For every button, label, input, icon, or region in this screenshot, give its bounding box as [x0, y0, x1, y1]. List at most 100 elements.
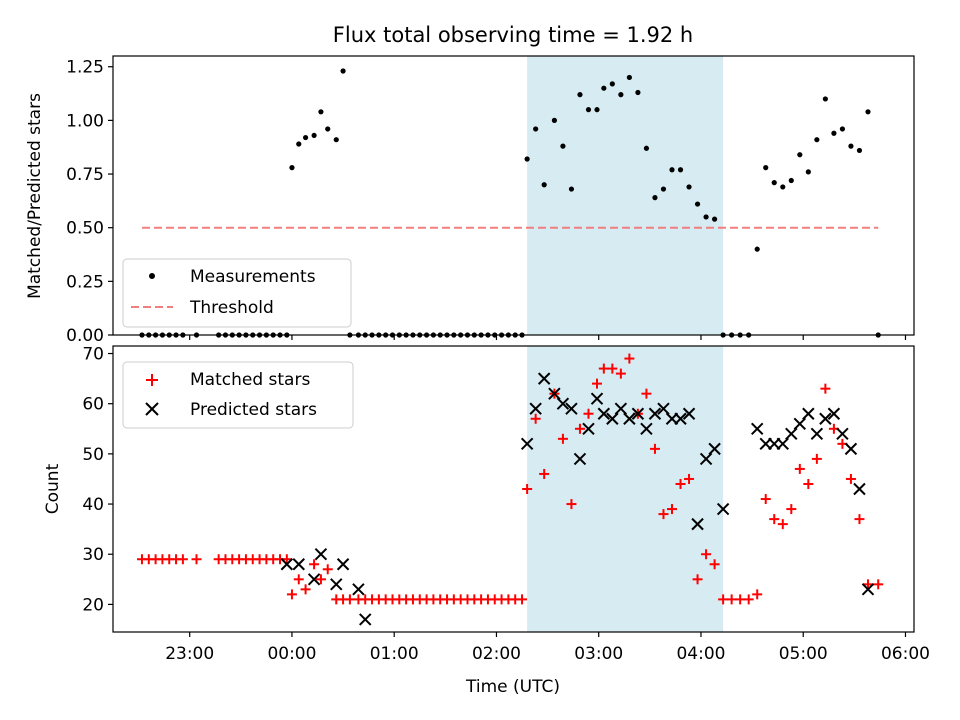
measurement-point	[643, 145, 650, 151]
matched-star-point	[666, 504, 677, 515]
legend-measurements-label: Measurements	[190, 267, 316, 287]
x-tick-label: 05:00	[779, 644, 828, 664]
measurement-point	[754, 246, 760, 252]
measurement-point	[302, 134, 309, 141]
predicted-star-point	[529, 402, 542, 415]
predicted-star-point	[352, 583, 365, 596]
measurement-point	[333, 137, 339, 143]
measurement-point	[686, 184, 692, 190]
measurement-point	[541, 182, 547, 188]
legend-predicted-label: Predicted stars	[190, 400, 317, 420]
matched-star-point	[726, 594, 737, 605]
x-tick-label: 02:00	[472, 644, 521, 664]
matched-star-point	[854, 514, 865, 525]
predicted-star-point	[836, 427, 849, 441]
predicted-star-point	[648, 407, 662, 420]
measurement-point	[822, 96, 828, 102]
legend-matched-label: Matched stars	[190, 370, 310, 390]
matched-star-point	[811, 453, 822, 464]
predicted-star-point	[520, 437, 534, 451]
measurement-point	[839, 126, 846, 132]
bottom-legend: Matched stars Predicted stars	[122, 361, 354, 429]
matched-star-point	[592, 378, 603, 389]
top-x-ticks	[189, 335, 907, 340]
measurement-point	[618, 92, 624, 98]
measurement-point	[568, 186, 575, 192]
matched-star-point	[344, 594, 355, 605]
predicted-star-point	[640, 422, 653, 435]
top-legend-box	[122, 258, 352, 328]
measurement-point	[703, 214, 709, 220]
predicted-star-point	[682, 407, 696, 420]
measurement-point	[780, 184, 786, 190]
predicted-star-point	[548, 387, 561, 400]
predicted-star-point	[793, 417, 807, 430]
predicted-star-point	[716, 502, 730, 516]
bottom-shaded-span	[527, 346, 724, 632]
matched-star-point	[191, 554, 202, 565]
bottom-y-ticks: 20 30 40 50 60 70	[82, 345, 113, 615]
y-tick-label: 1.25	[66, 58, 104, 78]
predicted-star-point	[565, 402, 578, 415]
y-tick-label: 0.50	[66, 219, 104, 239]
measurement-point	[771, 180, 777, 186]
measurement-point	[788, 177, 794, 184]
legend-predicted-marker	[145, 402, 159, 416]
predicted-star-point	[582, 422, 595, 435]
y-tick-label: 1.00	[66, 111, 104, 131]
measurement-point	[551, 117, 558, 123]
matched-star-point	[517, 594, 528, 605]
matched-star-point	[522, 484, 533, 494]
matched-star-point	[615, 368, 626, 379]
measurement-point	[763, 165, 769, 171]
measurement-point	[677, 167, 684, 173]
predicted-star-point	[330, 578, 343, 591]
measurement-point	[626, 74, 632, 81]
measurement-point	[311, 132, 317, 139]
measurement-point	[805, 169, 811, 175]
matched-star-point	[777, 519, 788, 530]
x-tick-label: 00:00	[267, 644, 316, 664]
matched-star-point	[530, 413, 541, 424]
x-tick-label: 06:00	[881, 644, 930, 664]
y-tick-label: 70	[82, 345, 104, 365]
matched-star-point	[675, 478, 686, 489]
predicted-star-point	[573, 452, 587, 466]
predicted-star-point	[819, 412, 832, 425]
y-tick-label: 30	[82, 545, 104, 565]
matched-star-point	[820, 383, 831, 394]
predicted-star-point	[537, 372, 551, 385]
matched-star-point	[752, 589, 763, 600]
predicted-star-point	[292, 558, 305, 571]
measurement-point	[856, 147, 863, 154]
matched-star-point	[177, 554, 188, 565]
figure-title: Flux total observing time = 1.92 h	[333, 23, 693, 47]
measurement-point	[712, 216, 718, 222]
measurement-point	[560, 143, 566, 149]
measurement-point	[660, 186, 667, 192]
matched-star-point	[658, 509, 669, 520]
matched-star-point	[315, 574, 326, 585]
bottom-legend-box	[122, 361, 354, 429]
bottom-y-axis-label: Count	[43, 463, 63, 514]
y-tick-label: 0.25	[66, 272, 104, 292]
measurement-point	[296, 141, 302, 147]
bottom-x-ticks: 23:00 00:00 01:00 02:00 03:00 04:00 05:00 06:00	[165, 632, 930, 664]
top-shaded-span	[527, 56, 724, 335]
legend-matched-marker	[146, 374, 158, 386]
predicted-star-point	[359, 613, 372, 626]
predicted-star-point	[631, 407, 645, 420]
matched-star-point	[539, 468, 550, 479]
measurement-point	[289, 165, 295, 171]
measurement-point	[577, 92, 583, 98]
predicted-star-point	[844, 442, 858, 456]
measurement-point	[609, 81, 615, 87]
y-tick-label: 20	[82, 595, 104, 615]
predicted-star-point	[853, 482, 866, 496]
matched-star-point	[718, 594, 729, 605]
matched-star-point	[300, 584, 311, 595]
matched-star-point	[873, 579, 884, 590]
matched-star-point	[566, 499, 577, 510]
predicted-star-point	[674, 412, 687, 425]
